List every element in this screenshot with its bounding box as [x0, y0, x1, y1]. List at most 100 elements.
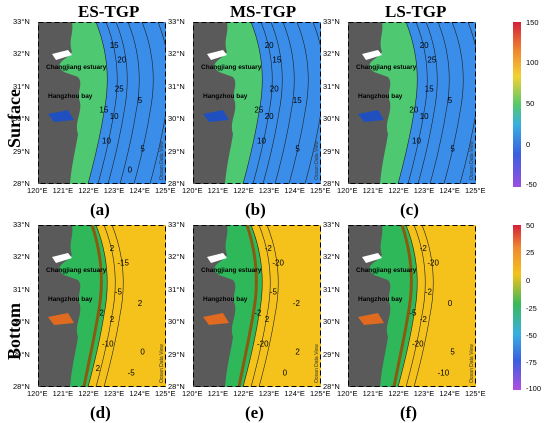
lat-tick-label: 28°N	[13, 382, 30, 391]
contour-label: -10	[438, 369, 450, 378]
lat-tick-label: 32°N	[168, 49, 185, 59]
contour-label: -10	[102, 340, 114, 349]
contour-label: 10	[257, 137, 266, 146]
lat-tick-label: 33°N	[168, 220, 185, 229]
lon-tick-label: 124°E	[439, 186, 460, 195]
surface-colorbar	[513, 22, 521, 187]
lat-tick-label: 30°N	[323, 114, 340, 124]
lat-tick-label: 28°N	[323, 179, 340, 188]
lon-tick-label: 122°E	[233, 389, 254, 398]
lon-tick-label: 124°E	[284, 186, 305, 195]
contour-label: 20	[265, 41, 274, 50]
contour-label: 10	[420, 112, 429, 121]
column-title-es-tgp: ES-TGP	[78, 2, 140, 21]
contour-line	[133, 22, 154, 184]
lon-tick-label: 125°E	[465, 389, 486, 398]
contour-label: -2	[265, 244, 273, 253]
contour-label: -5	[270, 288, 278, 297]
contour-label: 0	[128, 166, 133, 175]
panel-label-b: (b)	[245, 200, 266, 219]
contour-label: 15	[293, 96, 302, 105]
contour-line	[274, 22, 295, 184]
contour-label: -15	[117, 259, 129, 268]
lon-tick-label: 120°E	[27, 186, 48, 195]
surface-colorbar-tick: 150	[526, 18, 539, 27]
panel-label-e: (e)	[245, 403, 264, 422]
estuary-label: Changjiang estuary	[201, 64, 262, 71]
lat-tick-label: 31°N	[168, 81, 185, 91]
lon-tick-label: 120°E	[27, 389, 48, 398]
lat-tick-label: 32°N	[13, 49, 30, 59]
lat-tick-label: 29°N	[13, 349, 30, 359]
lon-tick-label: 120°E	[182, 186, 203, 195]
contour-label: 5	[138, 96, 143, 105]
lon-tick-label: 123°E	[258, 389, 280, 398]
contour-label: -2	[254, 309, 262, 318]
contour-label: 0	[448, 299, 453, 308]
contour-label: 15	[110, 41, 119, 50]
contour-label: 5	[295, 145, 300, 154]
contour-label: 2	[99, 309, 104, 318]
bottom-colorbar-tick: -50	[526, 331, 537, 340]
contour-label: 25	[427, 56, 436, 65]
lon-tick-label: 124°E	[129, 389, 150, 398]
contour-label: 5	[450, 348, 455, 357]
lon-tick-label: 120°E	[337, 389, 358, 398]
contour-label: 2	[265, 315, 270, 324]
land-mass	[193, 22, 236, 184]
contour-line	[107, 22, 128, 184]
contour-line	[95, 225, 116, 387]
lat-tick-label: 28°N	[168, 382, 185, 391]
ocean-data-view-watermark: Ocean Data View	[469, 141, 475, 180]
lon-tick-label: 120°E	[182, 389, 203, 398]
lat-tick-label: 32°N	[323, 49, 340, 59]
estuary-label: Changjiang estuary	[356, 64, 417, 71]
lat-tick-label: 30°N	[168, 317, 185, 327]
lon-tick-label: 125°E	[155, 389, 176, 398]
contour-line	[242, 225, 263, 387]
ocean-data-view-watermark: Ocean Data View	[159, 141, 165, 180]
lat-tick-label: 28°N	[323, 382, 340, 391]
lon-tick-label: 121°E	[362, 186, 384, 195]
bay-label: Hangzhou bay	[203, 93, 248, 100]
contour-line	[429, 22, 450, 184]
bay-label: Hangzhou bay	[358, 93, 403, 100]
panel-label-f: (f)	[400, 403, 417, 422]
bottom-colorbar-tick: 25	[526, 248, 535, 257]
contour-line	[397, 22, 418, 184]
surface-colorbar-tick: -50	[526, 180, 537, 189]
contour-label: -5	[128, 369, 136, 378]
contour-label: 10	[110, 112, 119, 121]
bay-patch	[48, 313, 74, 325]
lon-tick-label: 125°E	[155, 186, 176, 195]
lon-tick-label: 122°E	[233, 186, 254, 195]
contour-label: -20	[412, 340, 424, 349]
lon-tick-label: 123°E	[103, 389, 125, 398]
contour-label: -5	[115, 288, 123, 297]
lon-tick-label: 124°E	[129, 186, 150, 195]
bay-patch	[203, 110, 229, 122]
contour-label: 20	[420, 41, 429, 50]
lat-tick-label: 32°N	[168, 252, 185, 262]
lat-tick-label: 28°N	[13, 179, 30, 188]
contour-line	[250, 225, 271, 387]
estuary-label: Changjiang estuary	[46, 267, 107, 274]
contour-line	[252, 22, 273, 184]
contour-line	[288, 22, 309, 184]
lat-tick-label: 30°N	[323, 317, 340, 327]
contour-label: 2	[295, 348, 300, 357]
ocean-data-view-watermark: Ocean Data View	[469, 344, 475, 383]
lat-tick-label: 33°N	[323, 17, 340, 26]
contour-label: 2	[96, 364, 101, 373]
lon-tick-label: 123°E	[103, 186, 125, 195]
ocean-data-view-watermark: Ocean Data View	[314, 141, 320, 180]
estuary-patch	[207, 253, 227, 263]
estuary-patch	[362, 253, 382, 263]
lat-tick-label: 29°N	[323, 146, 340, 156]
lat-tick-label: 33°N	[323, 220, 340, 229]
lon-tick-label: 124°E	[284, 389, 305, 398]
surface-colorbar-tick: 100	[526, 58, 539, 67]
contour-label: 2	[110, 315, 115, 324]
contour-label: -2	[420, 244, 428, 253]
